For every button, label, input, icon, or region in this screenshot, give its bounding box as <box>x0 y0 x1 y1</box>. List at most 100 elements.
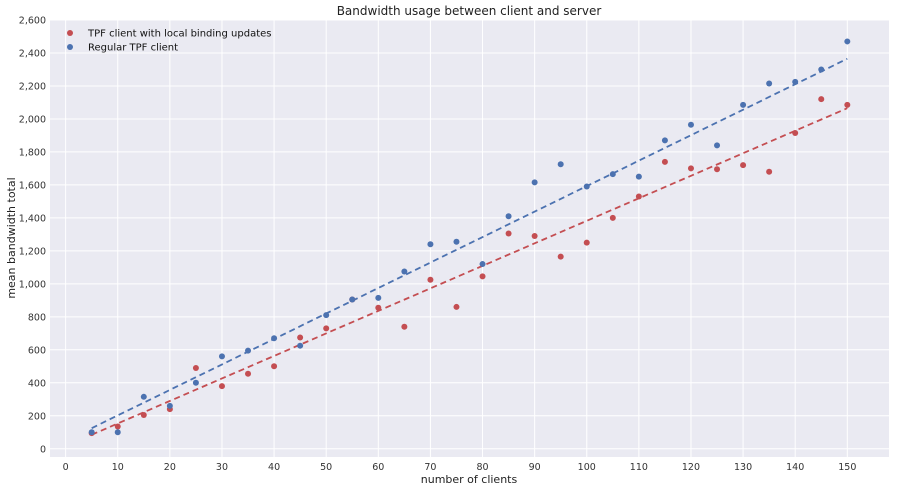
data-point <box>349 296 356 303</box>
x-tick-label: 100 <box>578 462 596 473</box>
x-axis-label: number of clients <box>421 473 518 486</box>
data-point <box>401 323 408 330</box>
y-tick-label: 0 <box>40 444 46 455</box>
data-point <box>661 158 668 165</box>
data-point <box>218 353 225 360</box>
data-point <box>635 193 642 200</box>
data-point <box>557 161 564 168</box>
data-point <box>271 363 278 370</box>
data-point <box>766 80 773 87</box>
x-tick-label: 120 <box>682 462 700 473</box>
data-point <box>114 429 121 436</box>
x-tick-label: 40 <box>268 462 280 473</box>
legend-marker <box>67 44 73 50</box>
data-point <box>818 66 825 73</box>
chart-title: Bandwidth usage between client and serve… <box>337 4 602 18</box>
y-axis-label: mean bandwidth total <box>5 177 18 298</box>
data-point <box>401 268 408 275</box>
data-point <box>557 253 564 260</box>
data-point <box>740 101 747 108</box>
y-tick-label: 1,200 <box>19 246 46 257</box>
y-tick-label: 1,000 <box>19 279 46 290</box>
x-tick-label: 130 <box>734 462 752 473</box>
y-tick-label: 2,400 <box>19 48 46 59</box>
data-point <box>661 137 668 144</box>
x-tick-label: 140 <box>786 462 804 473</box>
x-tick-label: 20 <box>164 462 176 473</box>
data-point <box>687 165 694 172</box>
trend-lines <box>91 57 848 436</box>
data-point <box>218 383 225 390</box>
data-point <box>714 166 721 173</box>
data-point <box>792 78 799 85</box>
data-point <box>453 238 460 245</box>
data-point <box>818 96 825 103</box>
data-point <box>192 379 199 386</box>
legend-marker <box>67 30 73 36</box>
data-point <box>245 347 252 354</box>
data-point <box>766 168 773 175</box>
data-point <box>453 303 460 310</box>
trend-line-series-1 <box>91 57 848 429</box>
data-point <box>792 129 799 136</box>
x-tick-label: 70 <box>424 462 436 473</box>
x-tick-label: 0 <box>63 462 69 473</box>
data-point <box>375 294 382 301</box>
y-tick-label: 1,800 <box>19 147 46 158</box>
y-tick-label: 2,600 <box>19 16 46 27</box>
x-tick-label: 50 <box>320 462 332 473</box>
data-point <box>844 38 851 45</box>
data-point <box>635 173 642 180</box>
data-point <box>114 423 121 430</box>
legend: TPF client with local binding updates Reg… <box>67 29 272 54</box>
data-point <box>479 261 486 268</box>
x-tick-label: 150 <box>838 462 856 473</box>
data-point <box>245 370 252 377</box>
data-point <box>714 142 721 149</box>
x-tick-label: 110 <box>630 462 648 473</box>
data-point <box>140 393 147 400</box>
x-tick-label: 90 <box>529 462 541 473</box>
data-point <box>323 325 330 332</box>
x-tick-label: 80 <box>476 462 488 473</box>
series-0-points <box>88 96 851 437</box>
data-point <box>583 183 590 190</box>
data-point <box>166 402 173 409</box>
data-points <box>88 38 851 437</box>
data-point <box>844 101 851 108</box>
y-tick-label: 800 <box>28 312 46 323</box>
y-tick-label: 400 <box>28 378 46 389</box>
y-tick-label: 2,000 <box>19 114 46 125</box>
y-tick-labels: 0 200 400 600 800 1,000 1,200 1,400 1,600 1,800 2,… <box>19 16 46 456</box>
series-1-points <box>88 38 851 436</box>
y-tick-label: 1,400 <box>19 213 46 224</box>
x-tick-labels: 0 10 20 30 40 50 60 70 80 90 100 110 120 130 140 150 <box>63 462 857 473</box>
data-point <box>140 411 147 418</box>
x-tick-label: 30 <box>216 462 228 473</box>
y-tick-label: 200 <box>28 411 46 422</box>
data-point <box>427 241 434 248</box>
data-point <box>609 214 616 221</box>
data-point <box>323 312 330 319</box>
data-point <box>88 429 95 436</box>
data-point <box>687 121 694 128</box>
data-point <box>427 276 434 283</box>
data-point <box>271 335 278 342</box>
data-point <box>531 233 538 240</box>
data-point <box>583 239 590 246</box>
data-point <box>192 364 199 371</box>
y-tick-label: 600 <box>28 345 46 356</box>
legend-label: TPF client with local binding updates <box>87 29 272 40</box>
data-point <box>297 334 304 341</box>
data-point <box>375 304 382 311</box>
data-point <box>505 230 512 237</box>
x-tick-label: 60 <box>372 462 384 473</box>
plot-background <box>50 20 889 457</box>
data-point <box>609 171 616 178</box>
data-point <box>740 162 747 169</box>
data-point <box>505 213 512 220</box>
data-point <box>297 342 304 349</box>
data-point <box>531 179 538 186</box>
legend-label: Regular TPF client <box>88 43 178 54</box>
